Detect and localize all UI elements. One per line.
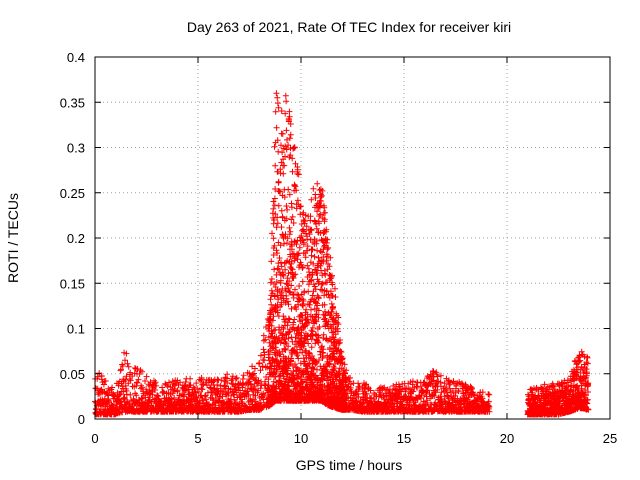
y-tick-label: 0.35 <box>60 95 85 110</box>
x-axis-title: GPS time / hours <box>296 457 403 473</box>
x-tick-label: 10 <box>294 431 308 446</box>
y-tick-label: 0.1 <box>67 322 85 337</box>
y-tick-label: 0.3 <box>67 141 85 156</box>
y-tick-label: 0.15 <box>60 276 85 291</box>
plot-frame <box>94 56 611 420</box>
y-tick-label: 0 <box>78 412 85 427</box>
y-tick-label: 0.05 <box>60 367 85 382</box>
x-tick-label: 25 <box>603 431 617 446</box>
y-tick-label: 0.2 <box>67 231 85 246</box>
x-tick-label: 0 <box>91 431 98 446</box>
y-tick-label: 0.4 <box>67 50 85 65</box>
x-tick-label: 5 <box>194 431 201 446</box>
x-tick-label: 15 <box>397 431 411 446</box>
axis-ticks: 0 5 10 15 20 25 0 0.05 0.1 0.15 0.2 0.25 0.3 0.35 0.4 <box>60 50 618 446</box>
x-tick-label: 20 <box>500 431 514 446</box>
chart-title: Day 263 of 2021, Rate Of TEC Index for r… <box>187 19 511 35</box>
y-axis-title: ROTI / TECUs <box>5 193 21 283</box>
y-tick-label: 0.25 <box>60 186 85 201</box>
